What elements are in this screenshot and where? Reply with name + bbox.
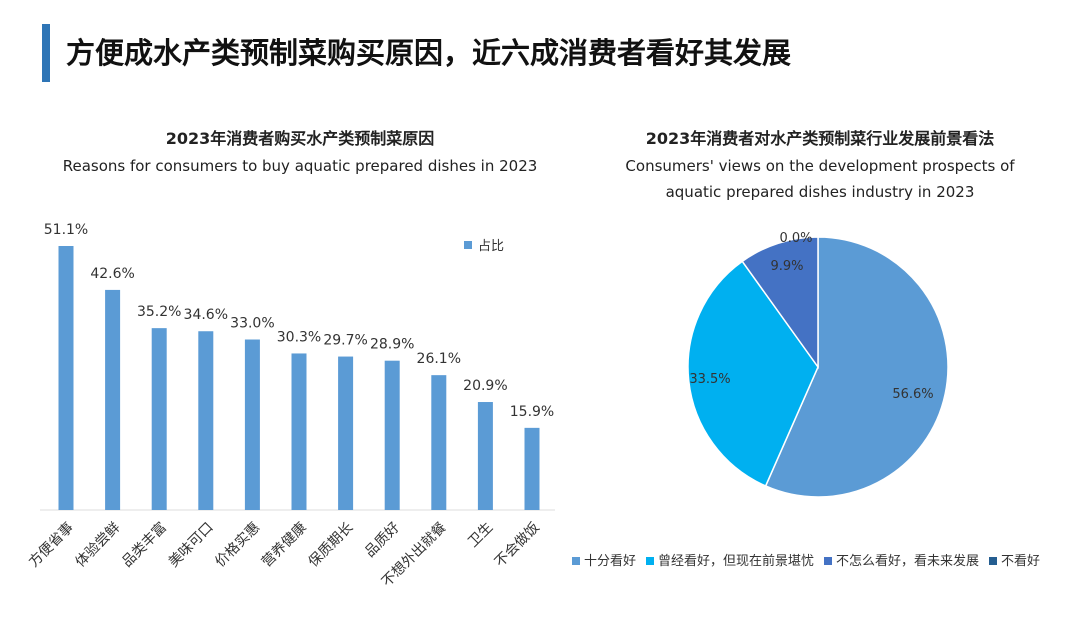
category-label: 方便省事 xyxy=(26,520,77,571)
category-label: 营养健康 xyxy=(258,519,310,571)
category-label: 美味可口 xyxy=(166,520,217,571)
bar xyxy=(244,339,260,510)
legend-label: 不怎么看好，看未来发展 xyxy=(836,554,980,569)
bar xyxy=(338,356,354,510)
category-label: 品类丰富 xyxy=(118,519,170,571)
pie-chart-subtitle-2: aquatic prepared dishes industry in 2023 xyxy=(665,183,975,201)
data-label: 15.9% xyxy=(510,404,554,420)
bar xyxy=(291,353,307,510)
legend-label: 不看好 xyxy=(1001,554,1041,569)
legend-swatch xyxy=(646,557,655,565)
legend-item: 曾经看好，但现在前景堪忧 xyxy=(646,550,814,569)
bar xyxy=(431,375,447,510)
pie-data-label: 9.9% xyxy=(770,259,803,274)
bar xyxy=(151,328,167,510)
legend-swatch xyxy=(464,241,472,249)
data-label: 28.9% xyxy=(370,337,414,353)
bar xyxy=(58,246,74,510)
data-label: 30.3% xyxy=(277,329,321,345)
pie-data-label: 56.6% xyxy=(892,387,933,402)
bar xyxy=(524,427,540,510)
legend-swatch xyxy=(572,557,580,565)
legend-swatch xyxy=(824,557,833,565)
bar-chart-subtitle: Reasons for consumers to buy aquatic pre… xyxy=(62,157,538,175)
bar xyxy=(384,360,400,510)
category-label: 卫生 xyxy=(465,520,496,551)
pie-legend: 十分看好 曾经看好，但现在前景堪忧 不怎么看好，看未来发展 不看好 xyxy=(572,550,1040,569)
legend-label: 十分看好 xyxy=(584,554,637,569)
legend-label: 曾经看好，但现在前景堪忧 xyxy=(658,554,815,569)
bar xyxy=(477,402,493,510)
data-label: 29.7% xyxy=(323,333,367,349)
pie-slice xyxy=(741,236,819,370)
pie-chart-title-block: 2023年消费者对水产类预制菜行业发展前景看法 Consumers' views… xyxy=(540,125,1080,201)
data-label: 35.2% xyxy=(137,304,181,320)
pie-slice xyxy=(687,260,819,487)
data-label: 26.1% xyxy=(417,351,461,367)
data-label: 20.9% xyxy=(463,378,507,394)
legend-label: 占比 xyxy=(478,239,504,254)
legend-item: 不看好 xyxy=(989,550,1040,569)
data-label: 51.1% xyxy=(44,222,88,238)
bar-chart-title: 2023年消费者购买水产类预制菜原因 xyxy=(165,129,435,148)
bar-chart-title-block: 2023年消费者购买水产类预制菜原因 Reasons for consumers… xyxy=(40,125,560,175)
category-label: 价格实惠 xyxy=(212,520,263,571)
data-label: 33.0% xyxy=(230,316,274,332)
pie-data-label: 0.0% xyxy=(779,231,812,246)
category-label: 体验尝鲜 xyxy=(73,520,124,571)
bar xyxy=(105,289,121,510)
data-label: 42.6% xyxy=(90,266,134,282)
category-label: 不会做饭 xyxy=(492,520,543,571)
legend-swatch xyxy=(989,557,998,565)
pie-data-label: 33.5% xyxy=(689,372,730,387)
data-label: 34.6% xyxy=(184,307,228,323)
bar xyxy=(198,331,214,510)
legend-item: 不怎么看好，看未来发展 xyxy=(824,550,979,569)
title-accent-bar xyxy=(42,24,50,82)
page-title: 方便成水产类预制菜购买原因，近六成消费者看好其发展 xyxy=(66,36,792,70)
pie-chart-title: 2023年消费者对水产类预制菜行业发展前景看法 xyxy=(645,129,995,148)
category-label: 保质期长 xyxy=(306,520,357,571)
category-label: 品质好 xyxy=(362,520,403,561)
legend-item: 十分看好 xyxy=(572,550,636,569)
pie-chart-subtitle-1: Consumers' views on the development pros… xyxy=(625,157,1015,175)
pie-slice xyxy=(764,236,949,498)
